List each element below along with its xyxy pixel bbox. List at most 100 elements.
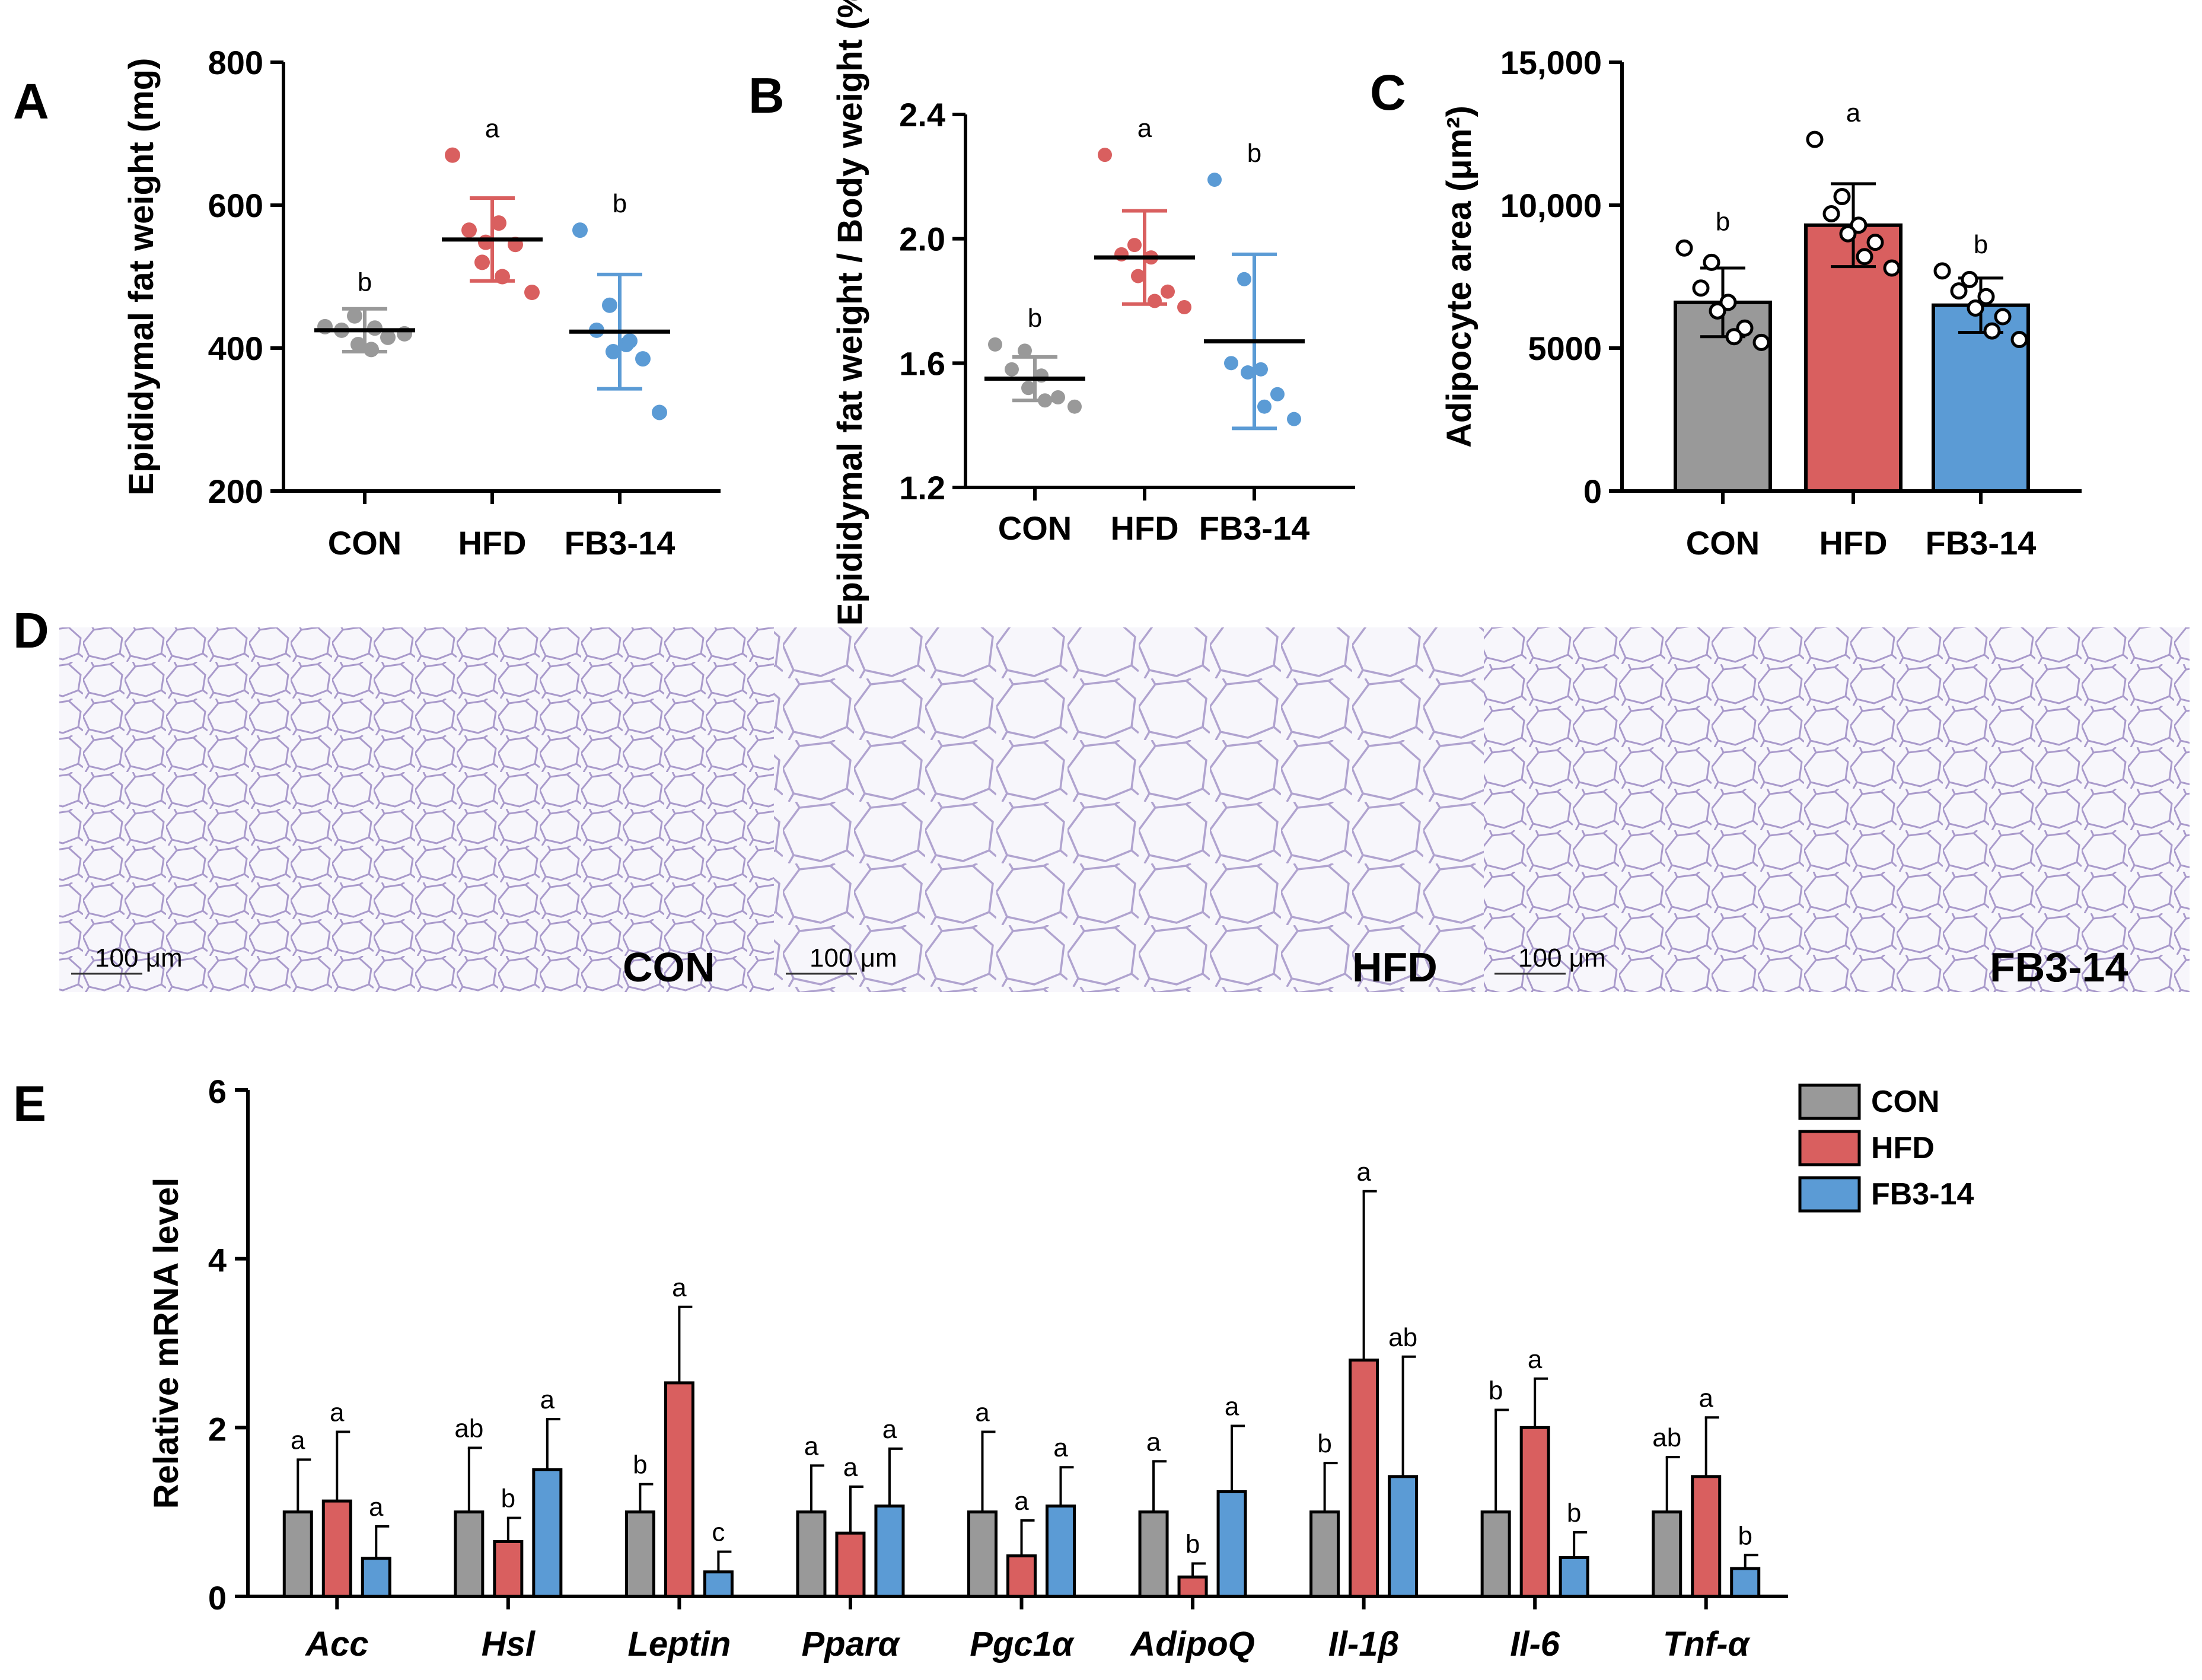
data-point-fb3-14 — [1977, 288, 1995, 305]
data-point-fb3-14 — [1257, 399, 1272, 414]
significance-letter-il-6-hfd: a — [1528, 1345, 1543, 1374]
data-point-hfd — [1850, 216, 1868, 234]
histology-label-con: CON — [623, 944, 715, 990]
data-point-con — [1018, 343, 1032, 358]
significance-letter-hsl-con: ab — [454, 1414, 483, 1443]
x-tick-label-hfd: HFD — [1819, 524, 1887, 562]
y-tick-label: 5000 — [1528, 330, 1602, 367]
bar-acc-fb3-14 — [361, 1557, 391, 1598]
chart-a-epididymal-fat-weight: 200 400 600 800 Epididymal fat weight (mg) CO… — [122, 44, 721, 562]
data-point-hfd — [461, 222, 477, 238]
data-point-fb3-14 — [1224, 356, 1238, 371]
histology-label-hfd: HFD — [1352, 944, 1438, 990]
significance-letter-pgc1-con: a — [975, 1398, 990, 1427]
data-point-hfd — [1866, 234, 1884, 251]
significance-letter-hsl-fb3-14: a — [540, 1385, 555, 1414]
y-axis-label: Adipocyte area (μm²) — [1440, 106, 1478, 448]
panel-label-a: A — [13, 74, 49, 129]
data-point-hfd — [1833, 188, 1851, 206]
data-point-con — [988, 337, 1002, 352]
scale-bar-con: 100 μm — [71, 943, 183, 975]
x-tick-label-hfd: HFD — [1110, 509, 1178, 547]
chart-b-fat-to-body-weight-ratio: 1.2 1.6 2.0 2.4 Epididymal fat weight / Body… — [831, 0, 1355, 626]
data-point-hfd — [1883, 259, 1901, 277]
data-point-hfd — [491, 215, 506, 231]
bar-pgc1-con — [967, 1510, 998, 1598]
data-point-con — [347, 308, 362, 324]
chart-c-adipocyte-area: 0 5000 10,000 15,000 Adipocyte area (μm²) CON… — [1440, 44, 2082, 562]
bar-il-1-hfd — [1349, 1358, 1379, 1598]
x-tick-label-fb3-14: FB3-14 — [1926, 524, 2037, 562]
y-tick-label: 1.6 — [899, 345, 945, 382]
data-point-fb3-14 — [1270, 387, 1285, 401]
data-point-hfd — [445, 147, 460, 163]
panel-label-e: E — [13, 1076, 46, 1131]
bar-tnf-hfd — [1691, 1475, 1722, 1598]
data-point-con — [350, 336, 366, 352]
significance-letter-il-1-fb3-14: ab — [1388, 1323, 1417, 1352]
data-point-con — [1692, 279, 1710, 297]
significance-letter-adipoq-hfd: b — [1186, 1529, 1200, 1558]
bar-adipoq-fb3-14 — [1216, 1490, 1247, 1598]
significance-letter-fb3-14: b — [613, 189, 627, 218]
panel-label-b: B — [748, 68, 785, 123]
svg-text:100 μm: 100 μm — [95, 943, 183, 973]
data-point-con — [1736, 319, 1754, 337]
data-point-con — [1752, 333, 1770, 351]
data-point-fb3-14 — [635, 351, 651, 367]
data-point-hfd — [1127, 238, 1142, 253]
significance-letter-ppar-hfd: a — [843, 1453, 858, 1482]
y-tick-label: 1.2 — [899, 469, 945, 506]
bar-il-6-hfd — [1519, 1426, 1550, 1598]
data-point-hfd — [1098, 148, 1112, 162]
bar-pgc1-fb3-14 — [1046, 1504, 1076, 1598]
legend: CON HFD FB3-14 — [1798, 1083, 1974, 1213]
data-point-con — [380, 329, 396, 345]
significance-letter-hfd: a — [1137, 114, 1152, 143]
data-point-fb3-14 — [1237, 272, 1251, 286]
y-tick-label: 6 — [208, 1073, 227, 1110]
legend-label-fb3-14: FB3-14 — [1871, 1177, 1974, 1212]
y-tick-label: 2.4 — [899, 96, 945, 133]
significance-letter-il-1-con: b — [1317, 1429, 1331, 1458]
gene-label-il-1: Il-1β — [1328, 1625, 1400, 1663]
significance-letter-il-1-hfd: a — [1356, 1158, 1371, 1187]
bar-hsl-hfd — [493, 1539, 524, 1598]
significance-letter-fb3-14: b — [1974, 230, 1988, 259]
data-point-hfd — [1148, 294, 1162, 308]
y-tick-label: 600 — [208, 187, 263, 224]
svg-text:100 μm: 100 μm — [1518, 943, 1606, 973]
y-axis-label: Epididymal fat weight / Body weight (%) — [831, 0, 869, 626]
bar-leptin-con — [624, 1510, 655, 1598]
significance-letter-acc-fb3-14: a — [369, 1493, 384, 1522]
data-point-fb3-14 — [606, 344, 621, 360]
y-tick-label: 0 — [208, 1579, 227, 1617]
data-point-fb3-14 — [1287, 412, 1301, 426]
x-tick-label-con: CON — [998, 509, 1072, 547]
y-tick-label: 400 — [208, 330, 263, 367]
y-tick-label: 800 — [208, 44, 263, 81]
gene-label-adipoq: AdipoQ — [1129, 1625, 1254, 1663]
significance-letter-pgc1-hfd: a — [1014, 1487, 1029, 1516]
data-point-hfd — [1822, 205, 1840, 222]
bar-il-1-con — [1309, 1510, 1340, 1598]
significance-letter-con: b — [1716, 207, 1730, 236]
significance-letter-ppar-fb3-14: a — [882, 1415, 897, 1444]
gene-label-leptin: Leptin — [627, 1625, 731, 1663]
x-tick-label-con: CON — [328, 524, 401, 562]
significance-letter-pgc1-fb3-14: a — [1053, 1433, 1068, 1462]
x-tick-label-con: CON — [1686, 524, 1760, 562]
y-tick-label: 15,000 — [1500, 44, 1602, 81]
data-point-fb3-14 — [652, 404, 667, 420]
data-point-fb3-14 — [1933, 262, 1951, 280]
y-axis-label: Relative mRNA level — [147, 1178, 186, 1509]
data-point-fb3-14 — [2010, 331, 2028, 349]
legend-swatch-hfd — [1798, 1130, 1861, 1166]
panel-label-c: C — [1370, 65, 1406, 120]
data-point-con — [1675, 239, 1693, 257]
significance-letter-il-6-con: b — [1489, 1376, 1503, 1405]
significance-letter-adipoq-con: a — [1146, 1427, 1161, 1456]
data-point-fb3-14 — [1241, 365, 1255, 380]
data-point-con — [1005, 362, 1019, 377]
